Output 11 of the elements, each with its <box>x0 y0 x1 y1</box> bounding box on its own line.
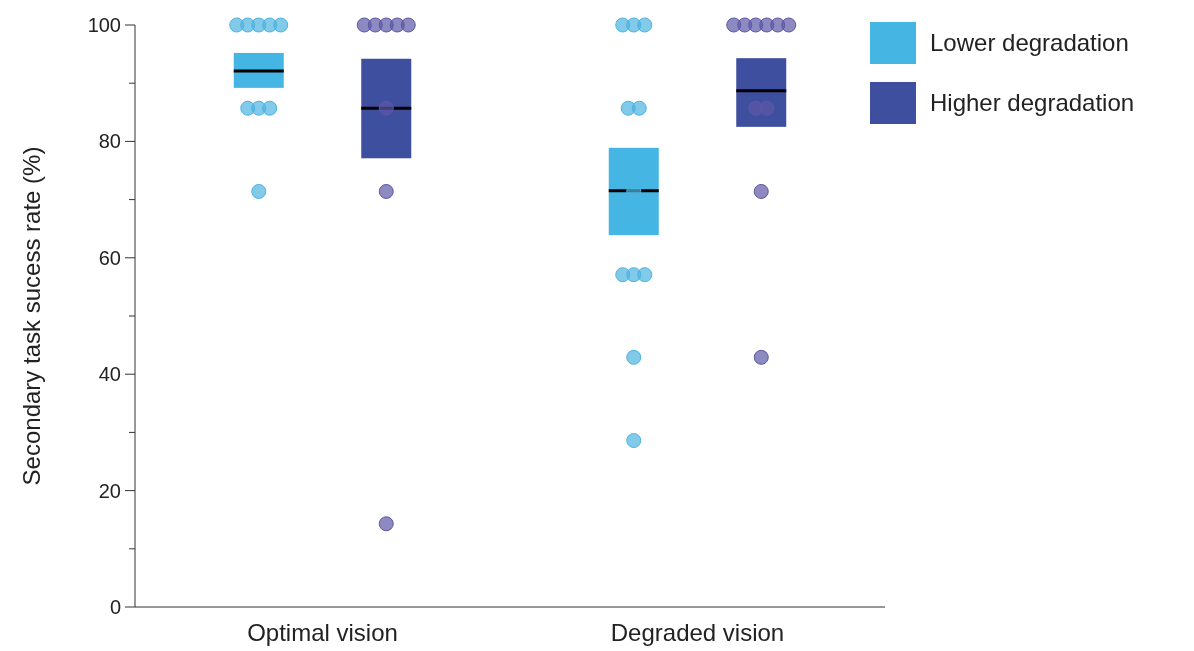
y-tick-label: 0 <box>109 596 121 618</box>
y-tick-label: 40 <box>98 363 121 386</box>
y-tick-label: 60 <box>98 246 121 269</box>
legend-label: Lower degradation <box>930 29 1129 57</box>
x-tick-label: Optimal vision <box>247 619 398 646</box>
y-axis-title: Secondary task sucess rate (%) <box>18 146 45 486</box>
y-tick-label: 80 <box>98 130 121 153</box>
legend-label: Higher degradation <box>930 89 1135 117</box>
y-tick-label: 20 <box>98 479 121 502</box>
x-tick-label: Degraded vision <box>610 619 785 646</box>
y-tick-label: 100 <box>87 14 121 36</box>
